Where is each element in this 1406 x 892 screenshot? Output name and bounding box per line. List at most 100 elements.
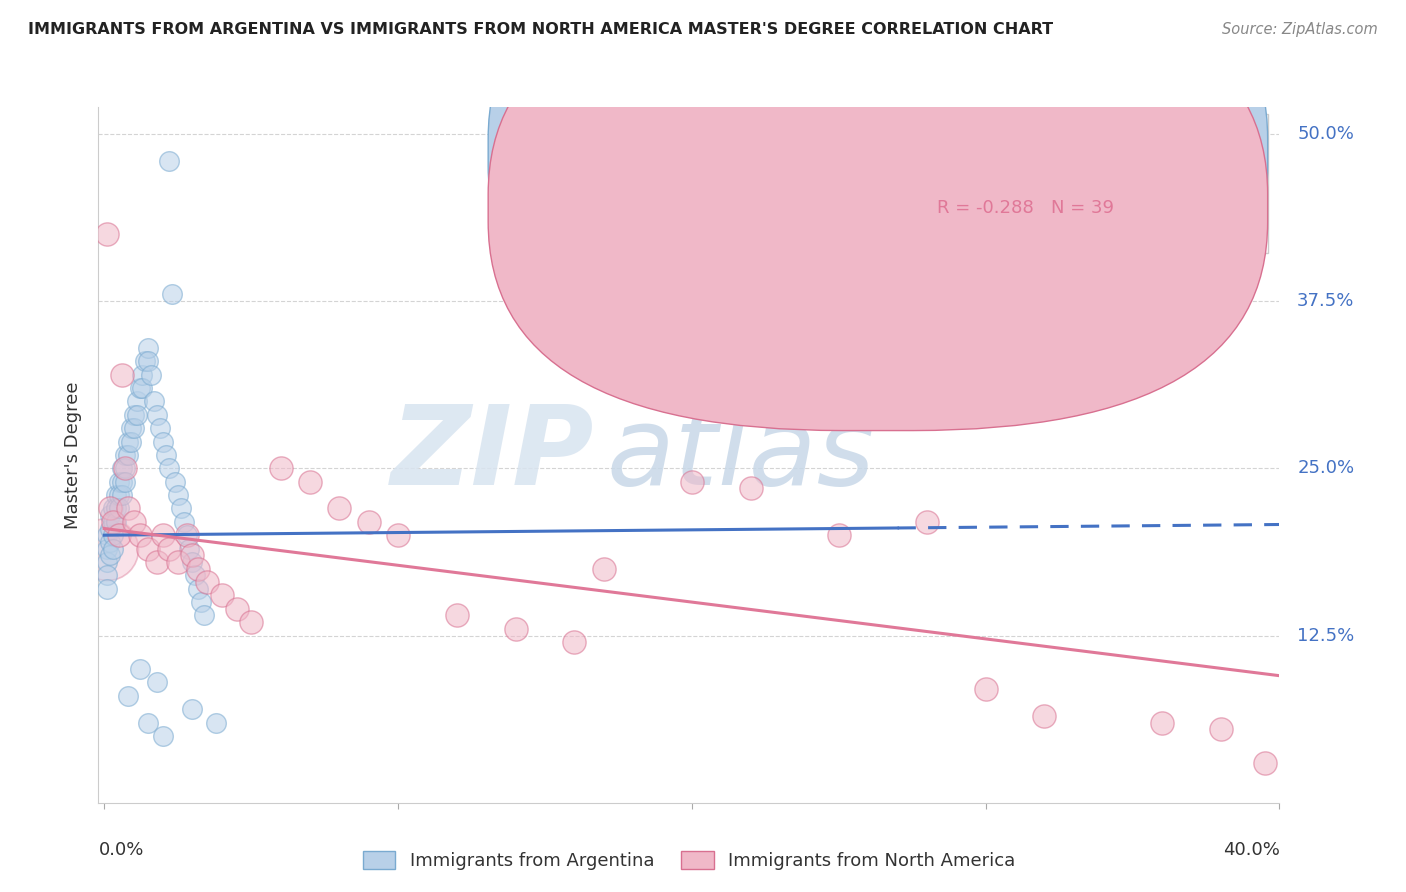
Point: [114, 461, 136, 475]
Point: [108, 488, 131, 502]
Point: [211, 589, 233, 603]
Point: [111, 475, 134, 489]
Point: [828, 528, 851, 542]
Text: atlas: atlas: [606, 401, 875, 508]
Point: [152, 729, 174, 743]
Point: [1033, 708, 1056, 723]
Point: [105, 501, 128, 516]
Point: [96, 541, 118, 556]
Point: [98, 548, 121, 563]
Point: [190, 595, 212, 609]
Point: [240, 615, 263, 630]
FancyBboxPatch shape: [488, 0, 1268, 375]
Point: [1209, 723, 1232, 737]
Text: 50.0%: 50.0%: [1298, 125, 1354, 143]
Point: [111, 368, 134, 382]
Point: [152, 528, 174, 542]
Point: [122, 408, 145, 422]
Point: [195, 575, 218, 590]
Point: [163, 475, 186, 489]
Text: R = -0.016   N = 66: R = -0.016 N = 66: [936, 144, 1114, 161]
Point: [157, 541, 180, 556]
Point: [108, 528, 131, 542]
Text: 12.5%: 12.5%: [1298, 626, 1354, 645]
Point: [184, 568, 207, 582]
Point: [328, 501, 350, 516]
Point: [138, 341, 160, 355]
Text: Source: ZipAtlas.com: Source: ZipAtlas.com: [1222, 22, 1378, 37]
Point: [176, 528, 198, 542]
Text: R = -0.288   N = 39: R = -0.288 N = 39: [936, 199, 1114, 217]
Point: [98, 501, 121, 516]
Point: [117, 689, 139, 703]
Point: [96, 227, 118, 242]
Y-axis label: Master's Degree: Master's Degree: [65, 381, 83, 529]
Point: [98, 535, 121, 549]
Point: [387, 528, 409, 542]
Text: ZIP: ZIP: [391, 401, 595, 508]
Point: [96, 582, 118, 596]
Point: [131, 368, 153, 382]
FancyBboxPatch shape: [807, 114, 1268, 253]
Point: [101, 541, 124, 556]
Text: IMMIGRANTS FROM ARGENTINA VS IMMIGRANTS FROM NORTH AMERICA MASTER'S DEGREE CORRE: IMMIGRANTS FROM ARGENTINA VS IMMIGRANTS …: [28, 22, 1053, 37]
Point: [101, 515, 124, 529]
Point: [179, 541, 201, 556]
Point: [166, 555, 188, 569]
Point: [205, 715, 228, 730]
Point: [157, 153, 180, 168]
Point: [117, 434, 139, 449]
Point: [1254, 756, 1277, 770]
Point: [187, 562, 209, 576]
Point: [128, 662, 150, 676]
Point: [225, 602, 247, 616]
Point: [170, 501, 193, 516]
Text: 25.0%: 25.0%: [1298, 459, 1354, 477]
Point: [915, 515, 938, 529]
Point: [138, 715, 160, 730]
Point: [101, 515, 124, 529]
Point: [149, 421, 172, 435]
Point: [592, 562, 614, 576]
Point: [128, 528, 150, 542]
Point: [298, 475, 321, 489]
Point: [122, 515, 145, 529]
Point: [270, 461, 292, 475]
Text: 37.5%: 37.5%: [1298, 292, 1354, 310]
Point: [141, 368, 163, 382]
Point: [740, 482, 762, 496]
Point: [134, 354, 156, 368]
Point: [138, 541, 160, 556]
Point: [152, 434, 174, 449]
Point: [181, 548, 204, 563]
Point: [98, 521, 121, 535]
Point: [146, 675, 169, 690]
Point: [117, 448, 139, 462]
Point: [681, 475, 703, 489]
Point: [155, 448, 177, 462]
Point: [128, 381, 150, 395]
Point: [114, 461, 136, 475]
Text: 0.0%: 0.0%: [98, 841, 143, 859]
Point: [114, 448, 136, 462]
Point: [125, 394, 148, 409]
Point: [187, 582, 209, 596]
Point: [120, 421, 142, 435]
Point: [98, 508, 121, 523]
Point: [1150, 715, 1173, 730]
Point: [105, 488, 128, 502]
Point: [173, 515, 195, 529]
Point: [125, 408, 148, 422]
Point: [166, 488, 188, 502]
FancyBboxPatch shape: [488, 0, 1268, 431]
Point: [111, 488, 134, 502]
Point: [193, 608, 215, 623]
Point: [117, 501, 139, 516]
Point: [143, 394, 166, 409]
Point: [96, 541, 118, 556]
Point: [146, 408, 169, 422]
Point: [357, 515, 380, 529]
Point: [105, 515, 128, 529]
Point: [96, 555, 118, 569]
Point: [101, 501, 124, 516]
